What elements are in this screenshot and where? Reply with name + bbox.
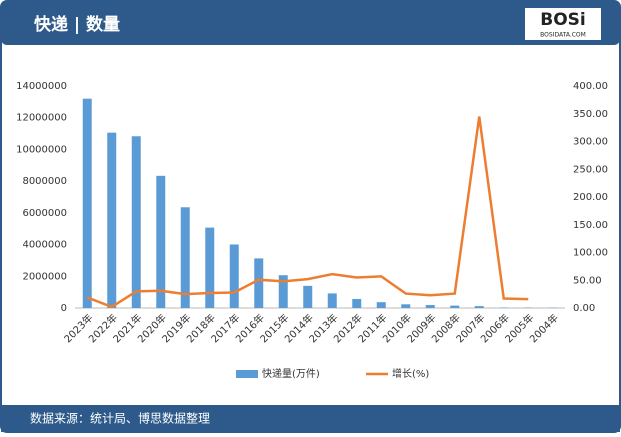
bar (352, 299, 361, 308)
header-title: 快递 | 数量 (34, 14, 120, 35)
bar (230, 244, 239, 308)
bar (254, 258, 263, 308)
y-tick-label: 10000000 (16, 144, 67, 155)
bar (132, 136, 141, 308)
legend-swatch (236, 370, 258, 378)
y2-tick-label: 0.00 (573, 303, 595, 314)
y2-tick-label: 50.00 (573, 275, 602, 286)
y2-tick-label: 250.00 (573, 164, 608, 175)
y-tick-label: 0 (61, 303, 67, 314)
legend-label: 快递量(万件) (262, 367, 320, 380)
bar (426, 305, 435, 308)
bar (303, 286, 312, 308)
bar (401, 304, 410, 308)
y2-tick-label: 150.00 (573, 220, 608, 231)
y-tick-label: 8000000 (22, 176, 67, 187)
bar (205, 228, 214, 308)
y-tick-label: 12000000 (16, 113, 67, 124)
y-tick-label: 4000000 (22, 240, 67, 251)
footer-source: 数据来源：统计局、博思数据整理 (30, 411, 210, 426)
y2-tick-label: 300.00 (573, 137, 608, 148)
bar (377, 302, 386, 308)
y2-tick-label: 200.00 (573, 192, 608, 203)
bar (328, 293, 337, 308)
bar (156, 176, 165, 308)
y2-tick-label: 100.00 (573, 248, 608, 259)
y2-tick-label: 400.00 (573, 81, 608, 92)
bar (107, 133, 116, 308)
bar (475, 306, 484, 308)
bar (450, 306, 459, 308)
y-tick-label: 6000000 (22, 208, 67, 219)
y-tick-label: 14000000 (16, 81, 67, 92)
bar (83, 99, 92, 308)
logo: BOSi (540, 10, 585, 30)
y-tick-label: 2000000 (22, 271, 67, 282)
legend-label: 增长(%) (392, 367, 429, 380)
y2-tick-label: 350.00 (573, 109, 608, 120)
logo-sub: BOSIDATA.COM (540, 32, 586, 39)
